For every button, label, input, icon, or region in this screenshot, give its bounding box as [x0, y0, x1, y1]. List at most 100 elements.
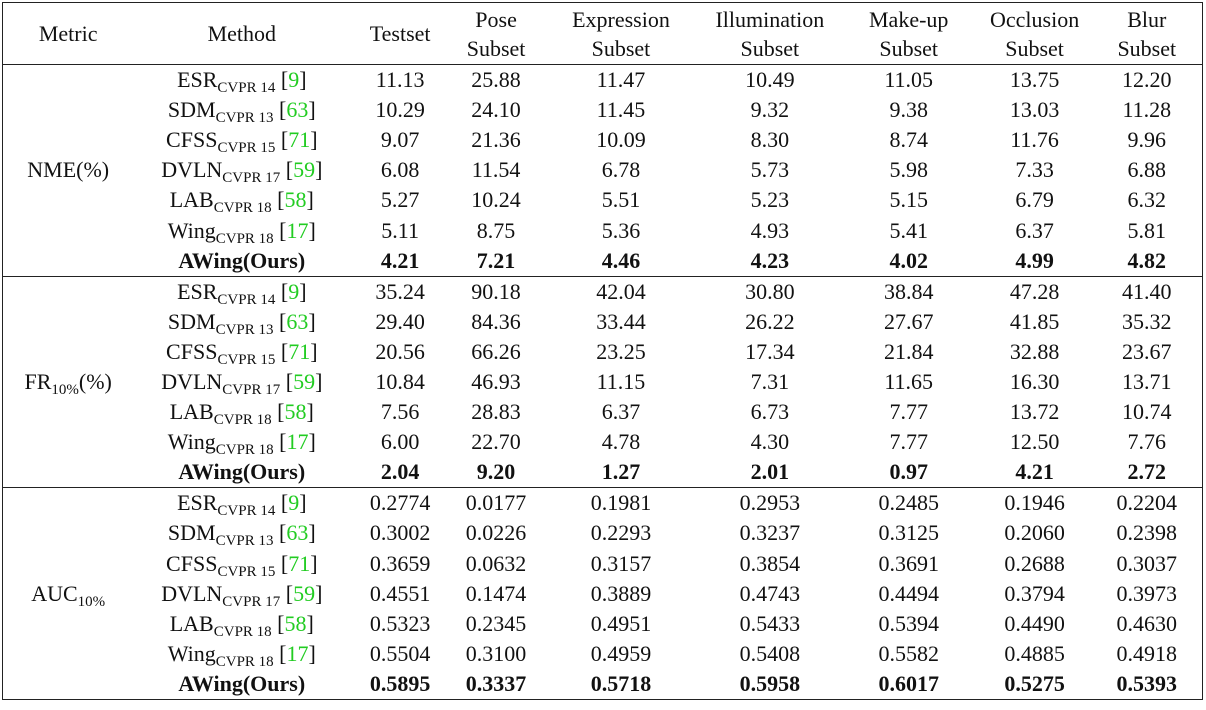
value-cell: 90.18 — [471, 278, 521, 304]
value-cell: 6.32 — [1127, 187, 1167, 213]
method-name: ESR — [177, 490, 218, 516]
method-name: CFSS — [166, 338, 218, 364]
header-line: Expression — [572, 6, 670, 32]
table-row: WingCVPR 18 [17] 5.11 8.75 5.36 4.93 5.41 6.37… — [3, 215, 1203, 247]
cite-bracket: ] — [299, 490, 307, 516]
value-cell: 25.88 — [471, 67, 521, 93]
value-cell: 21.36 — [471, 127, 521, 153]
value-cell: 5.23 — [750, 187, 790, 213]
value-cell: 0.3237 — [739, 520, 801, 546]
value-cell: 0.3691 — [878, 550, 939, 576]
value-cell: 0.3337 — [450, 668, 543, 700]
value-cell: 0.0177 — [465, 490, 527, 516]
header-line: Metric — [38, 21, 98, 46]
cite-bracket: [ — [279, 217, 287, 243]
citation: 9 — [288, 67, 300, 93]
metric-name: AUC — [31, 580, 78, 606]
value-cell: 0.4918 — [1116, 640, 1178, 666]
cite-bracket: [ — [277, 610, 285, 636]
citation: 71 — [288, 550, 311, 576]
header-line: Method — [207, 21, 277, 46]
cite-bracket: [ — [280, 278, 289, 304]
cite-bracket: [ — [280, 550, 289, 576]
value-cell: 10.24 — [471, 187, 521, 213]
method-venue: CVPR 15 — [217, 140, 276, 157]
citation: 9 — [288, 490, 300, 516]
cite-bracket: [ — [285, 368, 294, 394]
value-cell: 0.5718 — [542, 668, 700, 700]
value-cell: 6.73 — [750, 399, 790, 425]
value-cell: 0.5408 — [739, 640, 801, 666]
header-line: Subset — [879, 35, 939, 61]
value-cell: 0.2293 — [590, 520, 652, 546]
method-venue: CVPR 14 — [217, 503, 276, 520]
value-cell: 4.30 — [750, 429, 790, 455]
cite-bracket: [ — [279, 97, 287, 123]
value-cell: 32.88 — [1009, 338, 1060, 364]
citation: 71 — [288, 338, 311, 364]
value-cell: 2.04 — [350, 457, 451, 489]
value-cell: 0.5323 — [369, 610, 431, 636]
value-cell: 24.10 — [471, 97, 521, 123]
value-cell: 26.22 — [745, 308, 795, 334]
method-cell: ESRCVPR 14 [9] — [133, 488, 350, 519]
method-name: ESR — [177, 278, 218, 304]
value-cell: 0.5958 — [699, 668, 840, 700]
value-cell: 4.02 — [839, 245, 978, 277]
value-cell: 11.13 — [375, 67, 425, 93]
value-cell: 47.28 — [1009, 278, 1060, 304]
cite-bracket: ] — [310, 338, 318, 364]
value-cell: 7.33 — [1015, 157, 1054, 183]
citation: 17 — [286, 217, 309, 243]
value-cell: 0.2688 — [1004, 550, 1065, 576]
value-cell: 4.23 — [699, 245, 840, 277]
method-name: AWing(Ours) — [178, 247, 306, 273]
cite-bracket: ] — [306, 610, 314, 636]
method-cell: CFSSCVPR 15 [71] — [133, 337, 350, 368]
value-cell: 0.4885 — [1004, 640, 1065, 666]
value-cell: 13.03 — [1009, 97, 1060, 123]
cite-bracket: [ — [280, 490, 289, 516]
value-cell: 11.28 — [1122, 97, 1172, 123]
value-cell: 10.84 — [375, 368, 425, 394]
value-cell: 11.05 — [884, 67, 934, 93]
table-row: WingCVPR 18 [17] 0.5504 0.3100 0.4959 0.5408… — [3, 639, 1203, 670]
value-cell: 0.6017 — [839, 668, 978, 700]
method-venue: CVPR 14 — [217, 80, 276, 97]
table-row: FR10%(%) ESRCVPR 14 [9] 35.24 90.18 42.04 30.… — [2, 276, 1203, 489]
metric-subscript: 10% — [77, 593, 106, 610]
value-cell: 13.71 — [1122, 368, 1172, 394]
cite-bracket: ] — [308, 640, 316, 666]
method-venue: CVPR 18 — [213, 200, 272, 217]
table-row: NME(%) ESRCVPR 14 [9] 11.13 25.88 11.47 10.49… — [2, 64, 1203, 277]
column-header: Blur Subset — [1091, 2, 1203, 65]
citation: 71 — [288, 127, 311, 153]
method-name: SDM — [167, 97, 216, 123]
value-cell: 6.88 — [1127, 157, 1167, 183]
citation: 59 — [293, 368, 316, 394]
value-cell: 9.20 — [450, 457, 543, 489]
column-header: Pose Subset — [450, 2, 543, 65]
value-cell: 6.00 — [380, 429, 420, 455]
cite-bracket: [ — [279, 640, 287, 666]
method-cell: WingCVPR 18 [17] — [133, 427, 350, 458]
cite-bracket: ] — [315, 157, 323, 183]
method-name: AWing(Ours) — [178, 670, 306, 696]
value-cell: 11.47 — [596, 67, 646, 93]
value-cell: 42.04 — [596, 278, 646, 304]
value-cell: 13.72 — [1009, 399, 1060, 425]
value-cell: 0.2774 — [369, 490, 431, 516]
method-cell: SDMCVPR 13 [63] — [133, 95, 350, 126]
table-row: CFSSCVPR 15 [71] 0.3659 0.0632 0.3157 0.3854… — [3, 549, 1203, 580]
citation: 17 — [286, 640, 309, 666]
value-cell: 0.1946 — [1004, 490, 1065, 516]
table-row: DVLNCVPR 17 [59] 10.84 46.93 11.15 7.31 11.65… — [3, 367, 1203, 398]
value-cell: 9.96 — [1127, 127, 1167, 153]
value-cell: 1.27 — [542, 457, 700, 489]
value-cell: 11.76 — [1010, 127, 1059, 153]
value-cell: 0.3794 — [1004, 580, 1065, 606]
value-cell: 12.20 — [1122, 67, 1172, 93]
citation: 9 — [288, 278, 300, 304]
table-row: AWing(Ours) 0.5895 0.3337 0.5718 0.5958 0.601… — [3, 668, 1203, 700]
value-cell: 6.79 — [1015, 187, 1054, 213]
